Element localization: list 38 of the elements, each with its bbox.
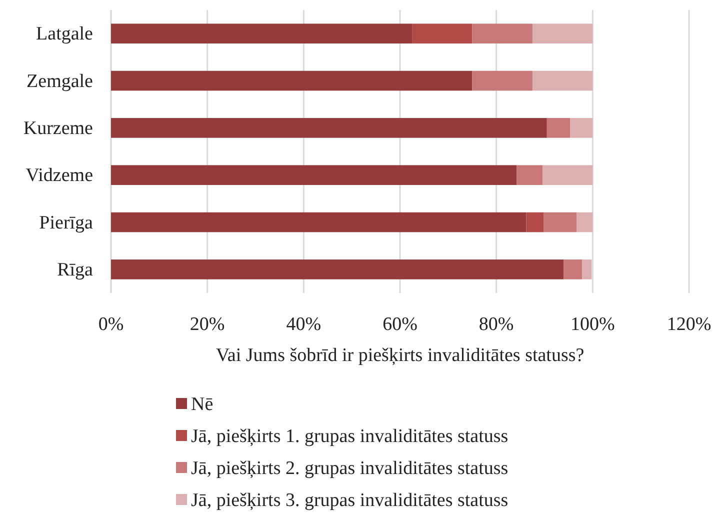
bar <box>544 212 577 232</box>
x-tick-label: 20% <box>190 314 225 335</box>
bar <box>111 212 526 232</box>
bar <box>564 260 582 280</box>
bar <box>472 70 532 91</box>
legend-label: Jā, piešķirts 2. grupas invaliditātes statuss <box>191 458 508 479</box>
x-tick-label: 0% <box>98 314 124 335</box>
x-axis-title: Vai Jums šobrīd ir piešķirts invaliditātes statuss? <box>216 345 584 366</box>
x-tick-label: 40% <box>286 314 322 335</box>
bar <box>532 24 593 44</box>
y-tick-label: Kurzeme <box>23 118 93 139</box>
legend-label: Jā, piešķirts 3. grupas invaliditātes statuss <box>191 490 508 511</box>
bar <box>516 165 543 185</box>
bar <box>111 70 472 91</box>
y-tick-label: Pierīga <box>39 212 94 234</box>
legend-label: Nē <box>191 394 214 415</box>
x-tick-label: 80% <box>478 314 514 335</box>
bar <box>532 70 593 91</box>
y-tick-label: Vidzeme <box>26 165 93 186</box>
x-tick-label: 100% <box>570 314 616 335</box>
bar <box>570 118 593 138</box>
bar <box>546 118 570 138</box>
bar <box>542 165 593 185</box>
bar <box>582 260 592 280</box>
y-tick-label: Latgale <box>36 24 93 45</box>
bar <box>111 118 547 138</box>
legend-label: Jā, piešķirts 1. grupas invaliditātes statuss <box>191 426 508 447</box>
bar <box>576 212 593 232</box>
bar <box>111 165 517 185</box>
bar <box>526 212 544 232</box>
bar <box>111 260 564 280</box>
y-tick-label: Zemgale <box>26 70 93 92</box>
y-tick-label: Rīga <box>57 259 94 280</box>
x-tick-label: 120% <box>666 314 712 335</box>
x-tick-label: 60% <box>382 314 418 335</box>
bar <box>412 24 472 44</box>
bar <box>111 24 412 44</box>
bar <box>472 24 532 44</box>
